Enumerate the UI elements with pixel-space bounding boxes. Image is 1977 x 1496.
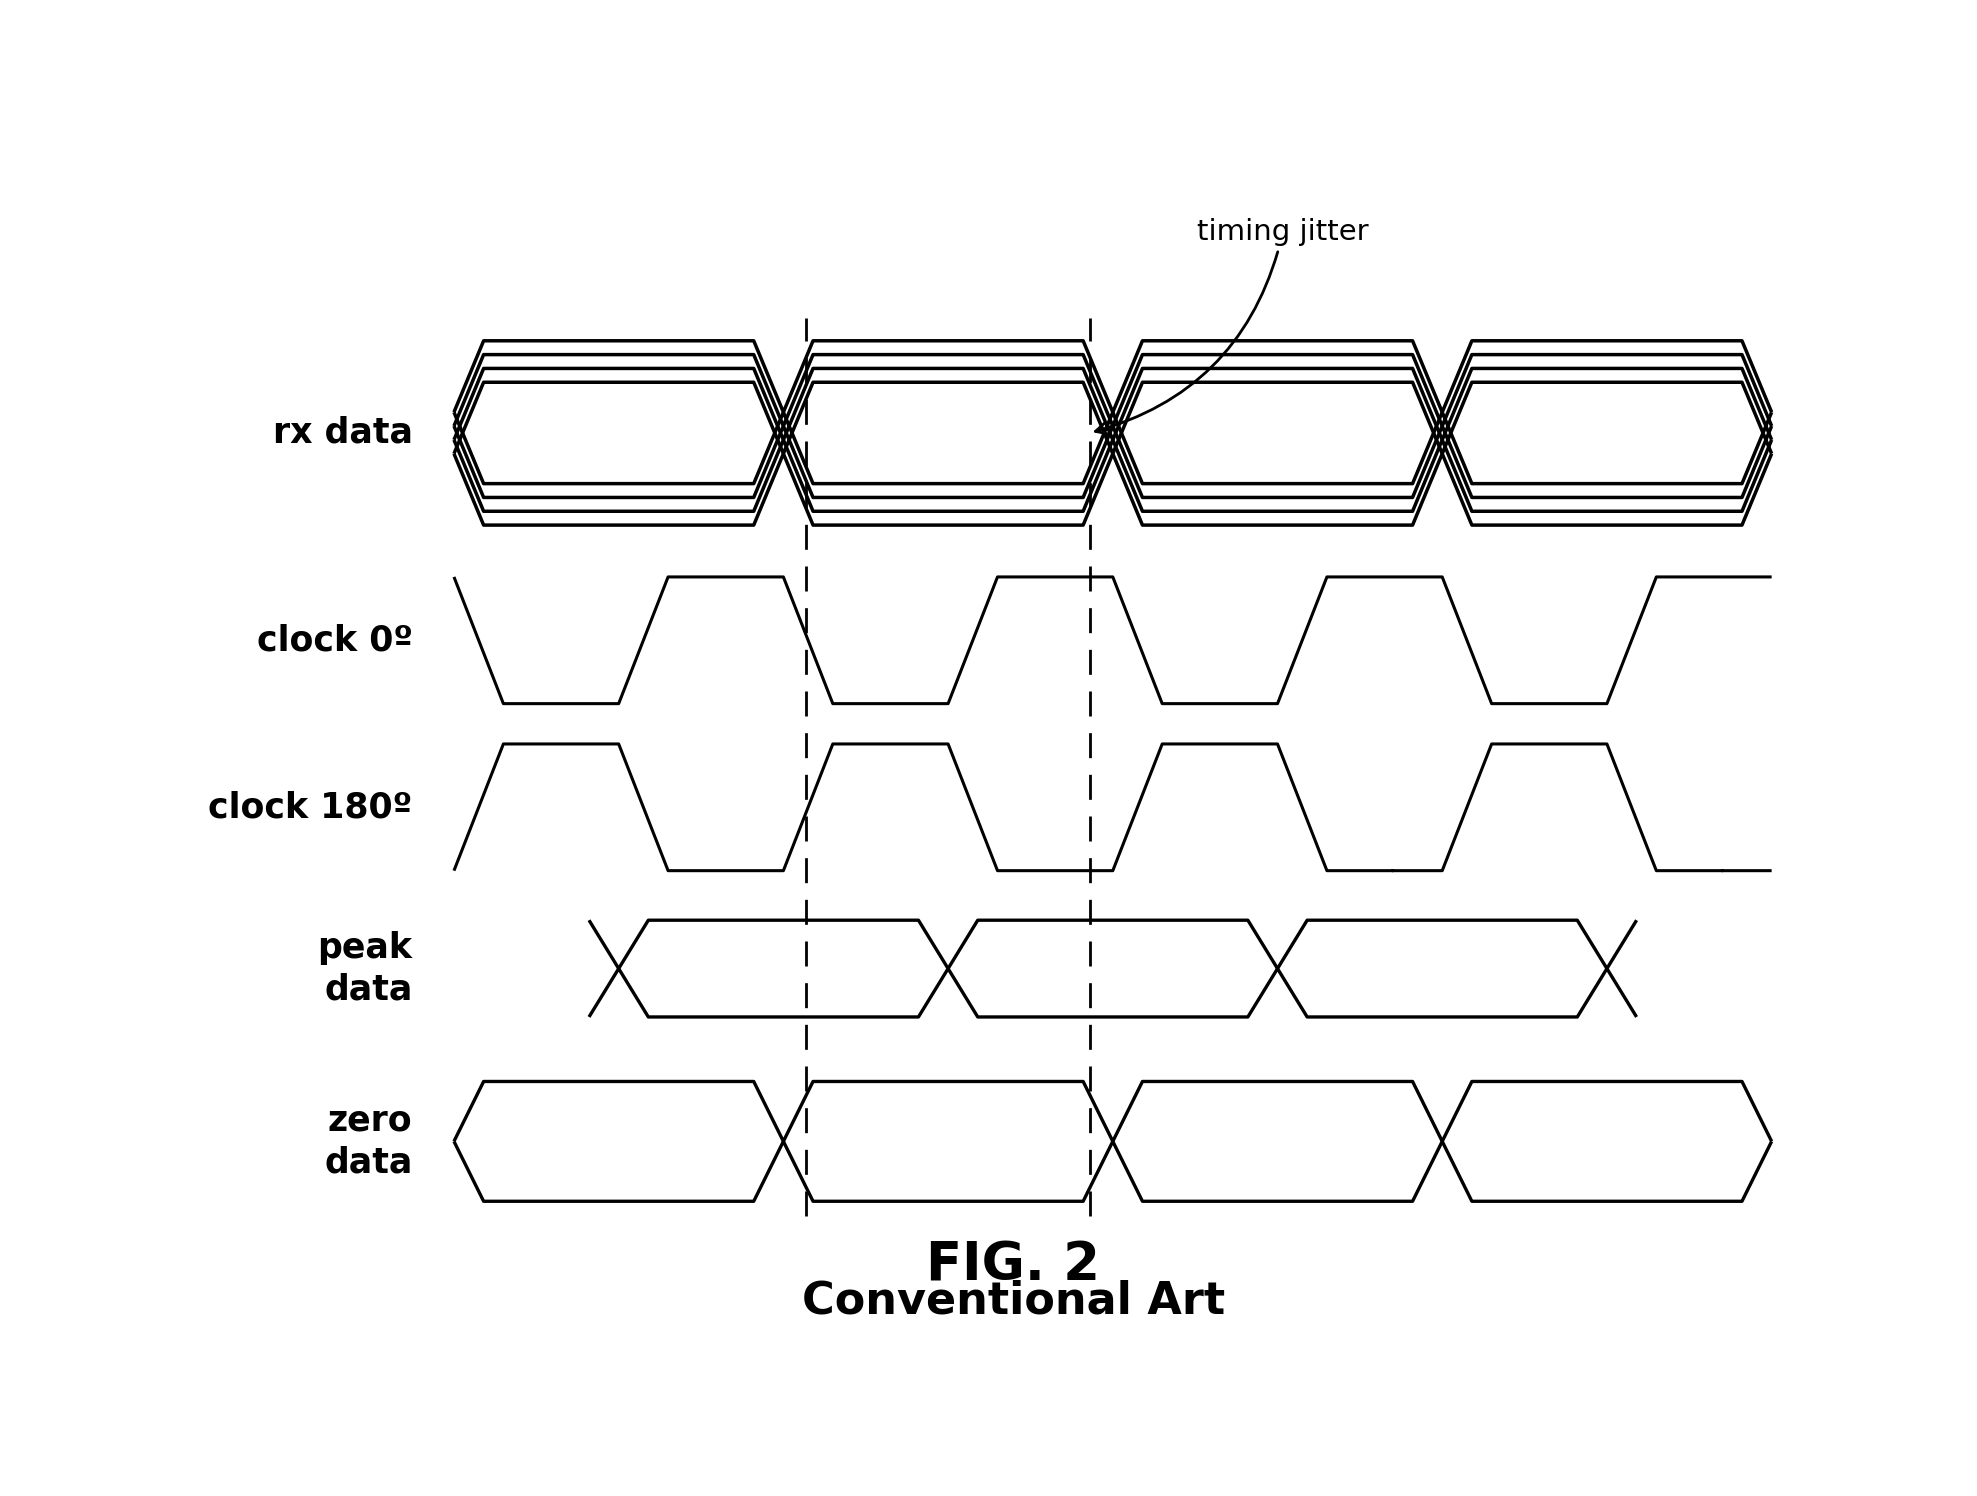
Text: clock 0º: clock 0º — [257, 624, 413, 657]
Text: timing jitter: timing jitter — [1095, 218, 1368, 434]
Text: clock 180º: clock 180º — [208, 790, 413, 824]
Text: rx data: rx data — [273, 416, 413, 450]
Text: FIG. 2: FIG. 2 — [925, 1240, 1101, 1291]
Text: peak
data: peak data — [318, 931, 413, 1007]
Text: zero
data: zero data — [324, 1104, 413, 1179]
Text: Conventional Art: Conventional Art — [801, 1281, 1226, 1322]
